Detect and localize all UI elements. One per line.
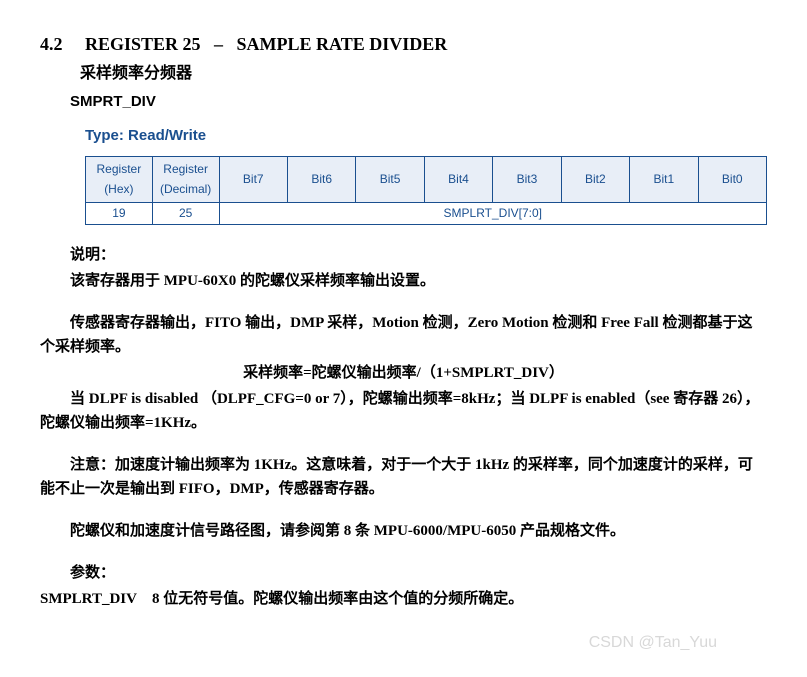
col-bit6: Bit6 xyxy=(287,157,355,202)
para-sensor: 传感器寄存器输出，FITO 输出，DMP 采样，Motion 检测，Zero M… xyxy=(40,311,767,359)
cell-dec: 25 xyxy=(152,202,219,224)
para-note: 注意：加速度计输出频率为 1KHz。这意味着，对于一个大于 1kHz 的采样率，… xyxy=(40,453,767,501)
watermark: CSDN @Tan_Yuu xyxy=(589,630,717,656)
register-table: Register (Hex) Register (Decimal) Bit7 B… xyxy=(85,156,767,225)
section-number: 4.2 xyxy=(40,34,63,54)
col-bit3: Bit3 xyxy=(493,157,561,202)
table-row: 19 25 SMPLRT_DIV[7:0] xyxy=(86,202,767,224)
col-decimal: Register (Decimal) xyxy=(152,157,219,202)
col-bit5: Bit5 xyxy=(356,157,424,202)
col-bit7: Bit7 xyxy=(219,157,287,202)
cell-hex: 19 xyxy=(86,202,153,224)
section-title: 4.2 REGISTER 25 – SAMPLE RATE DIVIDER xyxy=(40,30,767,59)
col-bit0: Bit0 xyxy=(698,157,767,202)
title-en: REGISTER 25 xyxy=(85,34,201,54)
type-label: Type: Read/Write xyxy=(85,124,767,148)
formula: 采样频率=陀螺仪输出频率/（1+SMPLRT_DIV） xyxy=(40,361,767,385)
para-desc: 该寄存器用于 MPU-60X0 的陀螺仪采样频率输出设置。 xyxy=(40,269,767,293)
cell-bitspan: SMPLRT_DIV[7:0] xyxy=(219,202,766,224)
para-ref: 陀螺仪和加速度计信号路径图，请参阅第 8 条 MPU-6000/MPU-6050… xyxy=(40,519,767,543)
col-bit4: Bit4 xyxy=(424,157,492,202)
subtitle-en: SAMPLE RATE DIVIDER xyxy=(237,34,448,54)
title-cn: 采样频率分频器 xyxy=(80,61,767,87)
table-header-row: Register (Hex) Register (Decimal) Bit7 B… xyxy=(86,157,767,202)
col-bit2: Bit2 xyxy=(561,157,629,202)
para-param: SMPLRT_DIV 8 位无符号值。陀螺仪输出频率由这个值的分频所确定。 xyxy=(40,587,767,611)
col-bit1: Bit1 xyxy=(630,157,698,202)
para-dlpf: 当 DLPF is disabled （DLPF_CFG=0 or 7），陀螺输… xyxy=(40,387,767,435)
col-hex: Register (Hex) xyxy=(86,157,153,202)
register-name: SMPRT_DIV xyxy=(70,90,767,114)
para-label-param: 参数： xyxy=(40,561,767,585)
para-label-desc: 说明： xyxy=(40,243,767,267)
